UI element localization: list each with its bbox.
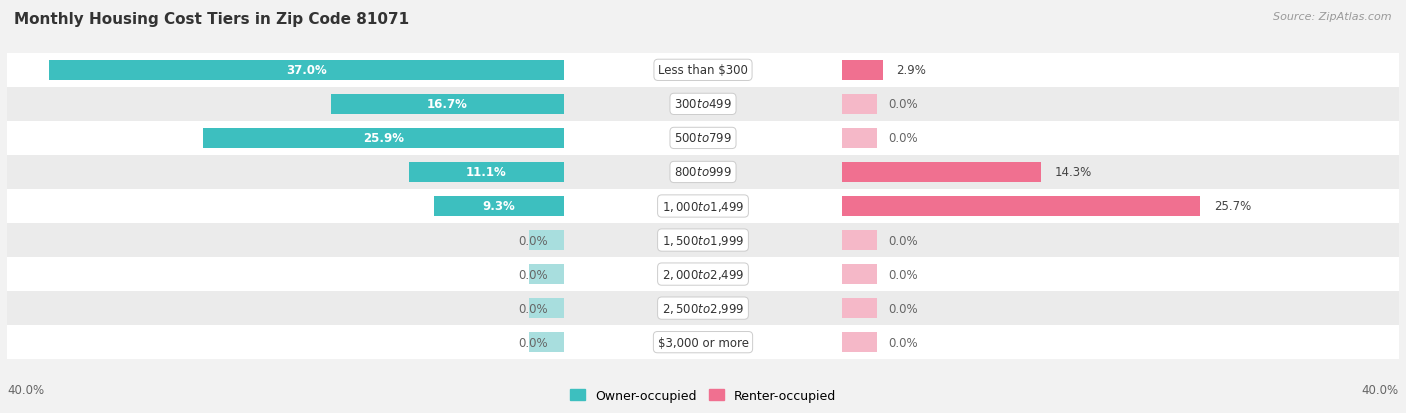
Text: 0.0%: 0.0%: [517, 302, 547, 315]
Bar: [529, 264, 564, 285]
Bar: [564, 54, 842, 88]
Text: $3,000 or more: $3,000 or more: [658, 336, 748, 349]
Bar: [842, 298, 877, 318]
Bar: [7, 292, 564, 325]
Text: $2,500 to $2,999: $2,500 to $2,999: [662, 301, 744, 316]
Bar: [564, 121, 842, 156]
Text: 14.3%: 14.3%: [1054, 166, 1092, 179]
Bar: [7, 223, 564, 257]
Bar: [564, 325, 842, 359]
Bar: [842, 156, 1399, 190]
Bar: [7, 190, 564, 223]
Text: 0.0%: 0.0%: [889, 132, 918, 145]
Bar: [7, 54, 564, 88]
Text: $1,500 to $1,999: $1,500 to $1,999: [662, 233, 744, 247]
Bar: [204, 128, 564, 149]
Text: 0.0%: 0.0%: [517, 268, 547, 281]
Text: $800 to $999: $800 to $999: [673, 166, 733, 179]
Text: 0.0%: 0.0%: [889, 336, 918, 349]
Bar: [7, 121, 564, 156]
Text: $2,000 to $2,499: $2,000 to $2,499: [662, 268, 744, 281]
Bar: [842, 332, 877, 353]
Text: 25.7%: 25.7%: [1213, 200, 1251, 213]
Text: 0.0%: 0.0%: [517, 234, 547, 247]
Bar: [564, 156, 842, 190]
Bar: [529, 298, 564, 318]
Bar: [49, 60, 564, 81]
Text: $1,000 to $1,499: $1,000 to $1,499: [662, 199, 744, 214]
Text: 0.0%: 0.0%: [889, 234, 918, 247]
Bar: [842, 257, 1399, 292]
Bar: [7, 88, 564, 121]
Bar: [564, 190, 842, 223]
Bar: [332, 95, 564, 115]
Text: 0.0%: 0.0%: [889, 98, 918, 111]
Bar: [842, 162, 1042, 183]
Legend: Owner-occupied, Renter-occupied: Owner-occupied, Renter-occupied: [565, 384, 841, 407]
Text: Source: ZipAtlas.com: Source: ZipAtlas.com: [1274, 12, 1392, 22]
Text: 37.0%: 37.0%: [285, 64, 326, 77]
Text: 40.0%: 40.0%: [7, 384, 44, 396]
Bar: [842, 325, 1399, 359]
Bar: [842, 121, 1399, 156]
Bar: [842, 60, 883, 81]
Text: 0.0%: 0.0%: [889, 302, 918, 315]
Text: $300 to $499: $300 to $499: [673, 98, 733, 111]
Bar: [842, 230, 877, 251]
Bar: [564, 223, 842, 257]
Text: 0.0%: 0.0%: [517, 336, 547, 349]
Bar: [842, 88, 1399, 121]
Text: $500 to $799: $500 to $799: [673, 132, 733, 145]
Bar: [842, 190, 1399, 223]
Bar: [842, 128, 877, 149]
Text: 25.9%: 25.9%: [363, 132, 404, 145]
Bar: [529, 230, 564, 251]
Text: 0.0%: 0.0%: [889, 268, 918, 281]
Bar: [564, 257, 842, 292]
Bar: [529, 332, 564, 353]
Text: 16.7%: 16.7%: [427, 98, 468, 111]
Bar: [842, 196, 1199, 217]
Bar: [7, 257, 564, 292]
Text: 11.1%: 11.1%: [467, 166, 508, 179]
Text: Less than $300: Less than $300: [658, 64, 748, 77]
Bar: [842, 264, 877, 285]
Bar: [409, 162, 564, 183]
Bar: [842, 292, 1399, 325]
Bar: [7, 156, 564, 190]
Bar: [434, 196, 564, 217]
Bar: [564, 292, 842, 325]
Text: 40.0%: 40.0%: [1362, 384, 1399, 396]
Text: Monthly Housing Cost Tiers in Zip Code 81071: Monthly Housing Cost Tiers in Zip Code 8…: [14, 12, 409, 27]
Text: 9.3%: 9.3%: [482, 200, 516, 213]
Text: 2.9%: 2.9%: [897, 64, 927, 77]
Bar: [7, 325, 564, 359]
Bar: [842, 54, 1399, 88]
Bar: [842, 95, 877, 115]
Bar: [564, 88, 842, 121]
Bar: [842, 223, 1399, 257]
